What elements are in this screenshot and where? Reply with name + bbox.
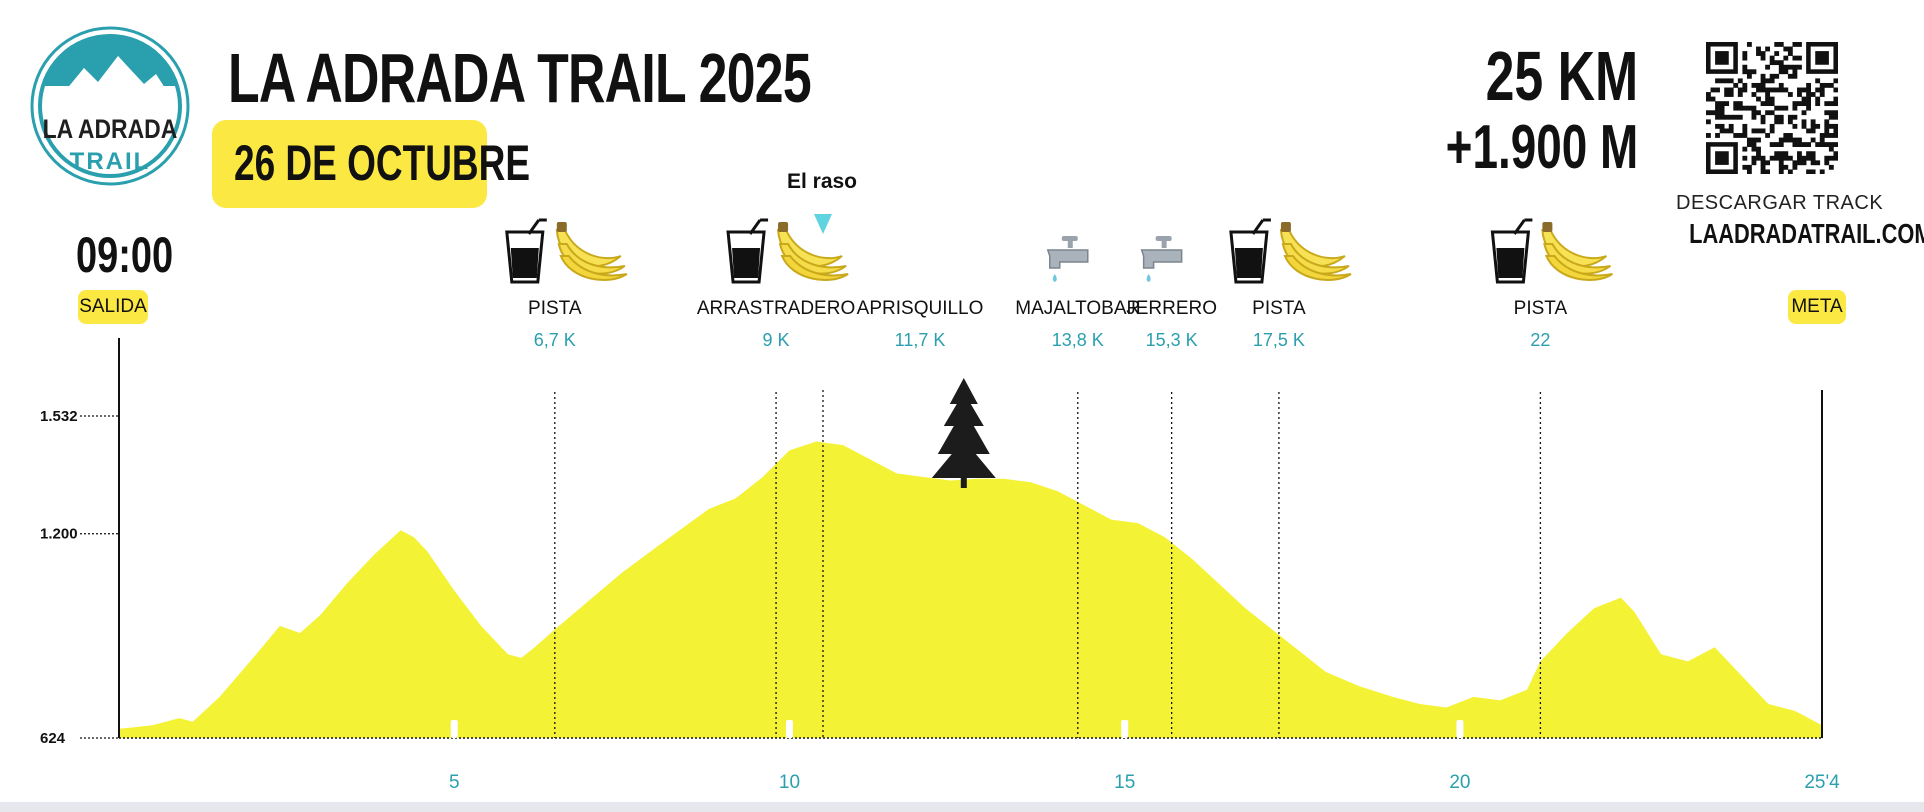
poi-label: El raso (787, 170, 857, 193)
x-tick-label: 25'4 (1804, 772, 1840, 793)
logo-line-1: LA ADRADA (43, 114, 178, 144)
bananas-icon (776, 222, 849, 281)
elevation-area (119, 441, 1822, 738)
drink-icon (505, 218, 547, 284)
aid-station-km: 9 K (763, 330, 790, 350)
aid-station-name: PISTA (1514, 298, 1568, 319)
bananas-icon (555, 222, 628, 281)
date-badge: 26 DE OCTUBRE (212, 120, 530, 208)
aid-station-km: 22 (1530, 330, 1550, 350)
aid-station-km: 11,7 K (895, 330, 946, 350)
race-elevation-gain: +1.900 M (1445, 113, 1638, 182)
bananas-icon (1541, 222, 1613, 281)
race-distance: 25 KM (1485, 37, 1638, 115)
race-logo: LA ADRADA TRAIL (30, 26, 190, 186)
drink-icon (1229, 218, 1271, 284)
x-tick-label: 20 (1449, 772, 1470, 793)
y-tick-label: 1.200 (40, 526, 78, 543)
aid-station-km: 6,7 K (534, 330, 576, 350)
qr-code-icon[interactable] (1706, 42, 1838, 174)
race-title: LA ADRADA TRAIL 2025 (228, 39, 812, 117)
finish-label: META (1788, 290, 1846, 324)
x-tick-label: 10 (779, 772, 800, 793)
bananas-icon (1279, 222, 1352, 281)
km-marker (785, 720, 793, 738)
aid-station-name: APRISQUILLO (857, 298, 984, 319)
km-marker (450, 720, 458, 738)
y-tick-label: 624 (40, 730, 66, 747)
y-tick-label: 1.532 (40, 408, 78, 425)
poi-triangle-icon (813, 214, 832, 234)
water-tap-icon (1046, 236, 1089, 282)
aid-station-name: PISTA (1252, 298, 1306, 319)
logo-line-2: TRAIL (70, 148, 151, 175)
aid-station-name: MAJALTOBAR (1015, 298, 1140, 319)
water-tap-icon (1140, 236, 1183, 282)
aid-station-km: 17,5 K (1253, 330, 1305, 350)
race-date: 26 DE OCTUBRE (234, 135, 531, 191)
aid-station-name: ARRASTRADERO (697, 298, 855, 319)
drink-icon (726, 218, 769, 284)
aid-station-km: 13,8 K (1052, 330, 1104, 350)
aid-station-name: PISTA (528, 298, 582, 319)
pine-tree-icon (931, 378, 996, 488)
aid-station-name: JERRERO (1126, 298, 1217, 319)
x-tick-label: 5 (449, 772, 460, 793)
x-tick-label: 15 (1114, 772, 1135, 793)
km-marker (1121, 720, 1129, 738)
start-label: SALIDA (78, 290, 148, 324)
drink-icon (1490, 218, 1533, 284)
aid-station-km: 15,3 K (1146, 330, 1198, 350)
km-marker (1456, 720, 1464, 738)
download-track-label: DESCARGAR TRACK (1676, 192, 1884, 214)
